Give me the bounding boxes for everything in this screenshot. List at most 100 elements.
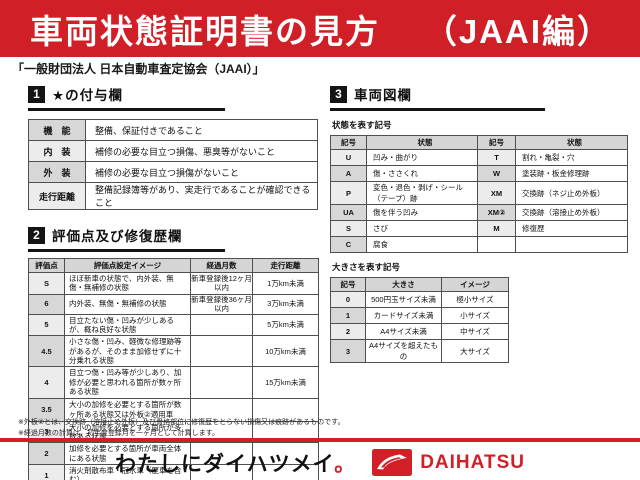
table-row: 6 内外装、無傷・無補修の状態 新車登録後36ヶ月以内 3万km未満 xyxy=(28,293,319,315)
table-row: 1 消火剤散布車・冠水車（歴車を含む） xyxy=(28,464,319,480)
column-header: 記号 xyxy=(330,277,366,292)
symbol-cell: UA xyxy=(330,204,367,221)
table-header-row: 記号 状態 記号 状態 xyxy=(330,135,628,150)
criteria-desc: 整備記録簿等があり、実走行であることが確認できること xyxy=(85,182,318,210)
desc-cell: 大小の加修を必要とする箇所が数ヶ所ある状態又は外板②適用車 xyxy=(64,397,191,422)
section-1-header: 1 ★の付与欄 xyxy=(28,84,225,111)
symbol-cell: M xyxy=(477,220,516,237)
section-2-header: 2 評価点及び修復歴欄 xyxy=(28,225,225,252)
criteria-label: 機 能 xyxy=(28,119,86,141)
top-banner: 車両状態証明書の見方 （JAAI編） xyxy=(0,0,640,57)
score-cell: 4 xyxy=(28,366,65,399)
state-cell xyxy=(515,236,628,253)
image-cell: 大サイズ xyxy=(441,339,509,363)
symbol-cell: XM② xyxy=(477,204,516,221)
criteria-label: 外 装 xyxy=(28,161,86,183)
months-cell: 新車登録後36ヶ月以内 xyxy=(190,293,253,315)
size-cell: A4サイズ未満 xyxy=(365,323,442,340)
mileage-cell xyxy=(252,464,319,480)
state-cell: 修復歴 xyxy=(515,220,628,237)
table-row: 0 500円玉サイズ未満 極小サイズ xyxy=(330,291,509,308)
footnote-line: ※経過月数の計算は、初年度登録月を一ヶ月として計算します。 xyxy=(18,429,219,437)
table-row: P 変色・退色・剥げ・シール（テープ）跡 XM 交換跡（ネジ止め外板） xyxy=(330,181,628,205)
org-subtitle: 「一般財団法人 日本自動車査定協会（JAAI）」 xyxy=(12,62,265,76)
daihatsu-slogan: わたしにダイハツメイ。 xyxy=(115,448,356,478)
state-cell: さび xyxy=(366,220,478,237)
symbol-cell: W xyxy=(477,165,516,182)
table-row: 外 装 補修の必要な目立つ損傷がないこと xyxy=(28,161,318,183)
symbol-cell: A xyxy=(330,165,367,182)
symbol-cell: 0 xyxy=(330,291,366,308)
table-row: 5 目立たない傷・凹みが少しあるが、概ね良好な状態 5万km未満 xyxy=(28,313,319,337)
desc-cell: 小さな傷・凹み、軽微な修理跡等があるが、そのまま加修せずに十分乗れる状態 xyxy=(64,335,191,368)
state-cell: 交換跡（ネジ止め外板） xyxy=(515,181,628,205)
desc-cell: 目立たない傷・凹みが少しあるが、概ね良好な状態 xyxy=(64,313,191,337)
symbol-cell: T xyxy=(477,149,516,166)
section-3-header: 3 車両図欄 xyxy=(330,84,545,111)
table-row: 3.5 大小の加修を必要とする箇所が数ヶ所ある状態又は外板②適用車 xyxy=(28,397,319,422)
table-row: UA 傷を伴う凹み XM② 交換跡（溶接止め外板） xyxy=(330,204,628,221)
mileage-cell xyxy=(252,397,319,422)
symbol-cell: S xyxy=(330,220,367,237)
size-cell: カードサイズ未満 xyxy=(365,307,442,324)
size-cell: A4サイズを超えたもの xyxy=(365,339,442,363)
score-table: 評価点 評価点設定イメージ 経過月数 走行距離 S ほぼ新車の状態で、内外装、無… xyxy=(28,258,319,480)
mileage-cell: 15万km未満 xyxy=(252,366,319,399)
months-cell xyxy=(190,397,253,422)
table-row: 走行距離 整備記録簿等があり、実走行であることが確認できること xyxy=(28,182,318,210)
state-cell: 腐食 xyxy=(366,236,478,253)
state-cell: 傷を伴う凹み xyxy=(366,204,478,221)
column-header: 大きさ xyxy=(365,277,442,292)
state-cell: 変色・退色・剥げ・シール（テープ）跡 xyxy=(366,181,478,205)
table-row: 機 能 整備、保証付きであること xyxy=(28,119,318,141)
slogan-period: 。 xyxy=(334,452,357,476)
score-cell: S xyxy=(28,272,65,295)
table-row: U 凹み・曲がり T 割れ・亀裂・穴 xyxy=(330,149,628,166)
daihatsu-emblem-icon xyxy=(372,449,413,476)
column-header: 状態 xyxy=(515,135,628,150)
months-cell xyxy=(190,335,253,368)
daihatsu-wordmark: DAIHATSU xyxy=(420,451,525,473)
column-header: 記号 xyxy=(330,135,367,150)
size-cell: 500円玉サイズ未満 xyxy=(365,291,442,308)
months-cell xyxy=(190,366,253,399)
desc-cell: ほぼ新車の状態で、内外装、無傷・無補修の状態 xyxy=(64,272,191,295)
table-row: A 傷・ささくれ W 塗装跡・板金修理跡 xyxy=(330,165,628,182)
criteria-label: 内 装 xyxy=(28,140,86,162)
column-header: イメージ xyxy=(441,277,509,292)
size-table-caption: 大きさを表す記号 xyxy=(332,262,401,272)
section-2-badge: 2 xyxy=(28,226,45,244)
desc-cell: 内外装、無傷・無補修の状態 xyxy=(64,293,191,315)
table-row: S さび M 修復歴 xyxy=(330,220,628,237)
criteria-desc: 整備、保証付きであること xyxy=(85,119,318,141)
footnotes: ※外板②とは、交換跡（溶接止め外板）及び骨格部位に修復歴をとらない損傷又は痕跡が… xyxy=(18,418,344,439)
state-cell: 凹み・曲がり xyxy=(366,149,478,166)
daihatsu-logo: DAIHATSU xyxy=(372,449,525,476)
image-cell: 中サイズ xyxy=(441,323,509,340)
months-cell: 新車登録後12ヶ月以内 xyxy=(190,272,253,295)
column-header: 評価点設定イメージ xyxy=(64,258,191,273)
mileage-cell: 1万km未満 xyxy=(252,272,319,295)
table-header-row: 記号 大きさ イメージ xyxy=(330,277,509,292)
state-cell: 交換跡（溶接止め外板） xyxy=(515,204,628,221)
state-cell: 割れ・亀裂・穴 xyxy=(515,149,628,166)
column-header: 走行距離 xyxy=(252,258,319,273)
table-row: S ほぼ新車の状態で、内外装、無傷・無補修の状態 新車登録後12ヶ月以内 1万k… xyxy=(28,272,319,295)
state-cell: 傷・ささくれ xyxy=(366,165,478,182)
score-cell: 3 xyxy=(28,420,65,444)
table-row: 2 加修を必要とする箇所が車両全体にある状態 xyxy=(28,442,319,465)
size-symbol-table: 記号 大きさ イメージ 0 500円玉サイズ未満 極小サイズ 1 カードサイズ未… xyxy=(330,277,509,363)
score-cell: 4.5 xyxy=(28,335,65,368)
section-3-badge: 3 xyxy=(330,85,347,103)
footer-divider xyxy=(0,438,640,442)
page-title: 車両状態証明書の見方 xyxy=(30,12,380,50)
criteria-label: 走行距離 xyxy=(28,182,86,210)
right-column: 3 車両図欄 状態を表す記号 記号 状態 記号 状態 U 凹み・曲がり T 割れ… xyxy=(330,84,630,363)
image-cell: 小サイズ xyxy=(441,307,509,324)
star-criteria-table: 機 能 整備、保証付きであること 内 装 補修の必要な目立つ損傷、悪臭等がないこ… xyxy=(28,119,318,210)
page-title-suffix: （JAAI編） xyxy=(423,12,612,50)
table-row: 3 A4サイズを超えたもの 大サイズ xyxy=(330,339,509,363)
symbol-cell: 3 xyxy=(330,339,366,363)
symbol-cell: P xyxy=(330,181,367,205)
